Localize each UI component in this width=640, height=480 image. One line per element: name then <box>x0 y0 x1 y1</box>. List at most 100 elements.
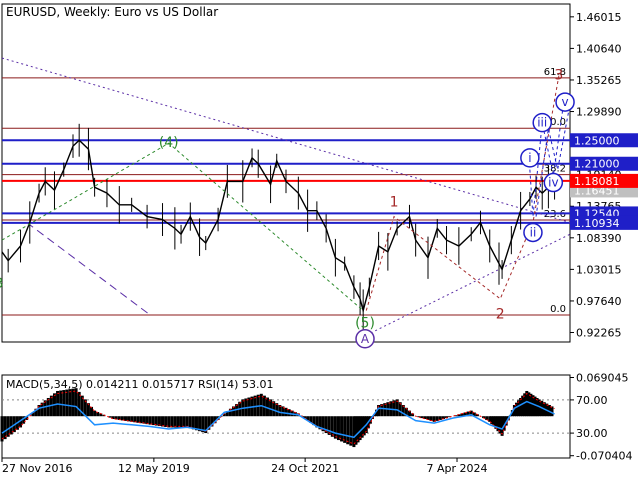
macd-histogram-bar <box>19 416 23 428</box>
wave-label: 3 <box>554 68 563 84</box>
macd-histogram-bar <box>142 416 146 424</box>
wave-label: iii <box>537 116 547 130</box>
macd-histogram-bar <box>420 416 424 419</box>
macd-histogram-bar <box>392 400 396 417</box>
macd-histogram-bar <box>398 402 402 417</box>
macd-histogram-bar <box>356 416 360 443</box>
macd-histogram-bar <box>306 416 310 421</box>
macd-histogram-bar <box>309 416 313 423</box>
macd-histogram-bar <box>435 416 439 421</box>
wave-label: 3 <box>0 276 3 292</box>
wave-label-circle <box>355 329 375 349</box>
macd-histogram-bar <box>346 416 350 445</box>
wave-path-blue-alt <box>535 110 570 217</box>
macd-histogram-bar <box>315 416 319 428</box>
macd-histogram-bar <box>395 399 399 417</box>
macd-histogram-bar <box>441 416 445 420</box>
macd-histogram-bar <box>469 410 473 417</box>
wave-label: 1 <box>390 195 399 211</box>
macd-histogram-bar <box>525 390 529 417</box>
macd-histogram-bar <box>120 416 124 421</box>
macd-histogram-bar <box>262 395 266 417</box>
macd-histogram-bar <box>40 402 44 417</box>
macd-histogram-bar <box>228 408 232 417</box>
macd-histogram-bar <box>201 416 205 433</box>
macd-histogram-bar <box>383 403 387 417</box>
current-price-badge <box>570 173 638 188</box>
fib-level-label: 61.8 <box>544 67 566 78</box>
macd-histogram-bar <box>86 403 90 417</box>
macd-histogram-bar <box>537 399 541 417</box>
indicator-pane: 0.069045 70.00 30.00 -0.070404 <box>0 371 632 463</box>
price-axis-label: 1.40640 <box>576 42 622 55</box>
macd-histogram-bar <box>454 415 458 417</box>
macd-histogram-bar <box>99 413 103 417</box>
macd-histogram-bar <box>287 409 291 417</box>
macd-histogram-bar <box>512 405 516 417</box>
rsi-line <box>1 400 555 439</box>
price-axis-label: 0.92265 <box>576 327 622 340</box>
macd-histogram-bar <box>527 392 531 417</box>
macd-histogram-bar <box>529 393 533 417</box>
macd-histogram-bar <box>303 416 307 419</box>
macd-histogram-bar <box>136 416 140 423</box>
macd-histogram-bar <box>179 416 183 428</box>
indicator-title: MACD(5,34,5) 0.014211 0.015717 RSI(14) 5… <box>6 378 273 391</box>
price-axis-label: 0.97640 <box>576 295 622 308</box>
macd-histogram-bar <box>377 405 381 417</box>
wave-label: ii <box>530 225 537 239</box>
wave-label-circle <box>532 112 552 133</box>
macd-histogram-bar <box>191 416 195 430</box>
macd-histogram-bar <box>510 410 514 417</box>
macd-histogram-bar <box>222 413 226 417</box>
macd-histogram-bar <box>482 416 486 419</box>
macd-histogram-bar <box>117 416 121 420</box>
macd-histogram-bar <box>352 416 356 448</box>
price-pane: 1.460151.406401.352651.298901.245151.191… <box>0 3 638 349</box>
macd-histogram-bar <box>213 416 217 424</box>
macd-histogram-bar <box>475 414 479 417</box>
macd-histogram-bar <box>423 416 427 420</box>
macd-histogram-bar <box>372 414 376 417</box>
wave-label-circle <box>555 92 575 112</box>
wave-label: v <box>562 95 569 109</box>
macd-histogram-bar <box>463 412 467 417</box>
price-axis-label: 1.08390 <box>576 232 622 245</box>
macd-histogram-bar <box>358 416 362 441</box>
macd-histogram-bar <box>83 399 87 417</box>
macd-histogram-bar <box>349 416 353 446</box>
macd-histogram-bar <box>167 416 171 428</box>
fib-level-label: 38.2 <box>544 164 566 175</box>
current-price-label: 1.18081 <box>574 175 620 188</box>
macd-histogram-bar <box>114 416 118 420</box>
macd-histogram-bar <box>123 416 127 421</box>
macd-histogram-bar <box>496 416 500 432</box>
macd-histogram-bar <box>404 407 408 417</box>
macd-histogram-bar <box>485 416 489 420</box>
macd-histogram-bar <box>517 400 521 417</box>
macd-histogram-bar <box>127 416 131 422</box>
macd-histogram-bar <box>133 416 137 423</box>
macd-histogram-bar <box>0 416 4 442</box>
macd-histogram-bar <box>90 406 94 417</box>
macd-histogram-bar <box>336 416 340 441</box>
macd-histogram-bar <box>429 416 433 421</box>
macd-histogram-bar <box>472 412 476 417</box>
macd-histogram-bar <box>74 388 78 417</box>
price-axis-label: 1.03015 <box>576 263 622 276</box>
macd-histogram-bar <box>519 397 523 417</box>
macd-histogram-bar <box>466 411 470 417</box>
macd-histogram-bar <box>25 416 29 420</box>
macd-histogram-bar <box>204 416 208 434</box>
macd-histogram-bar <box>207 416 211 430</box>
macd-histogram-bar <box>157 416 161 427</box>
macd-histogram-bar <box>154 416 158 426</box>
macd-histogram-bar <box>9 416 13 435</box>
macd-histogram-bar <box>182 416 186 428</box>
macd-histogram-bar <box>354 416 358 445</box>
macd-histogram-bar <box>145 416 149 425</box>
macd-histogram-bar <box>488 416 492 422</box>
macd-histogram-bar <box>362 416 366 436</box>
macd-histogram-bar <box>265 397 269 417</box>
chart-title: EURUSD, Weekly: Euro vs US Dollar <box>6 5 218 19</box>
